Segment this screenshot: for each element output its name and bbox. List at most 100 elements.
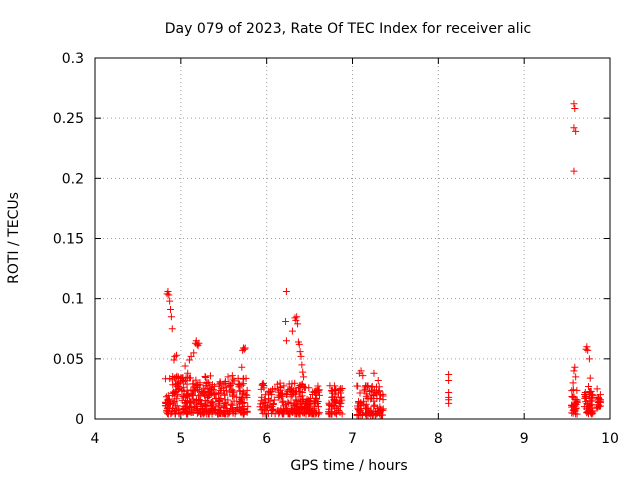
y-tick-label: 0.15 [53,232,84,248]
data-point [355,406,363,414]
grid-lines [95,58,610,419]
data-point [164,287,172,295]
data-point [230,397,238,405]
data-point [263,404,271,412]
data-point [282,318,290,326]
data-point [572,395,580,403]
y-tick-label: 0.25 [53,111,84,127]
data-point [370,369,378,377]
data-point [214,406,222,414]
data-point [282,337,290,345]
data-point [296,393,304,401]
data-point [181,362,189,370]
data-point [573,396,581,404]
data-point [199,390,207,398]
data-point [302,398,310,406]
data-point [568,387,576,395]
data-point [368,382,376,390]
data-point [229,375,237,383]
data-point [221,390,229,398]
data-point [278,408,286,416]
data-point [570,100,578,108]
data-point [572,373,580,381]
data-point [376,408,384,416]
data-point [267,407,275,415]
data-point [162,402,170,410]
data-point [270,396,278,404]
data-point [180,388,188,396]
data-point [257,406,265,414]
data-point [221,400,229,408]
data-point [201,372,209,380]
data-point [187,408,195,416]
data-point [336,398,344,406]
data-point [354,404,362,412]
data-point [361,385,369,393]
data-point [284,387,292,395]
data-point [311,397,319,405]
data-point [174,373,182,381]
data-point [328,401,336,409]
data-point [233,393,241,401]
data-point [310,404,318,412]
data-point [244,402,252,410]
data-point [335,386,343,394]
data-point [270,400,278,408]
data-point [595,395,603,403]
data-point [287,393,295,401]
data-point [227,400,235,408]
data-point [195,339,203,347]
x-tick-label: 10 [601,431,619,447]
data-point [294,320,302,328]
data-point [238,394,246,402]
data-point [371,401,379,409]
data-point [229,391,237,399]
data-point [596,391,604,399]
data-point [311,408,319,416]
data-point [332,386,340,394]
data-point [370,397,378,405]
data-point [221,378,229,386]
data-point [570,367,578,375]
data-point [292,316,300,324]
x-tick-label: 9 [520,431,529,447]
data-point [169,388,177,396]
data-point [228,372,236,380]
data-point [242,391,250,399]
data-point [174,379,182,387]
data-point [337,385,345,393]
data-point [220,410,228,418]
data-point [163,396,171,404]
data-point [581,388,589,396]
data-point [203,379,211,387]
data-point [237,408,245,416]
data-point [184,369,192,377]
data-point [161,375,169,383]
data-point [298,361,306,369]
data-point [192,383,200,391]
data-point [337,394,345,402]
data-point [364,382,372,390]
data-point [571,105,579,113]
data-point [170,399,178,407]
data-point [184,390,192,398]
data-point [238,363,246,371]
data-point [570,167,578,175]
data-point [265,389,273,397]
data-point [291,379,299,387]
data-point [585,402,593,410]
data-point [278,392,286,400]
data-point [166,297,174,305]
data-point [586,374,594,382]
data-point [445,376,453,384]
data-point [364,394,372,402]
tick-labels: 4 5 6 7 8 9 10 0 0.05 0.1 0.15 0.2 0.25 0.3 [53,51,619,447]
data-point [261,391,269,399]
data-point [208,381,216,389]
data-point [201,409,209,417]
data-point [239,399,247,407]
data-point [228,379,236,387]
data-point [228,401,236,409]
data-point [374,376,382,384]
data-point [164,391,172,399]
